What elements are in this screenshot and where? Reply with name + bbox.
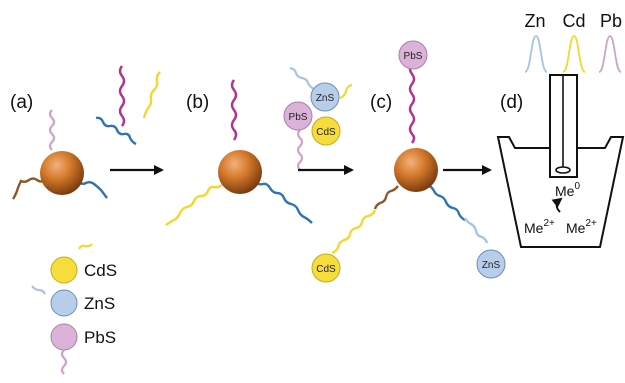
magnetic-bead	[40, 151, 84, 195]
panel-label-a: (a)	[10, 92, 33, 113]
zns-quantum-dot	[476, 249, 506, 279]
legend: CdS ZnS PbS	[31, 243, 117, 375]
pbs-qd-label: PbS	[404, 51, 423, 62]
target-strand-yellow	[331, 209, 377, 255]
stripping-peak-icon	[562, 35, 586, 73]
metal-label-zn: Zn	[524, 11, 545, 31]
panel-c: (c) PbS CdS ZnS	[311, 40, 506, 283]
legend-label-cds: CdS	[84, 261, 117, 280]
metal-ion-label: Me2+	[566, 218, 597, 236]
pbs-qd-label: PbS	[289, 112, 308, 123]
qd-probes-bc: ZnS PbS CdS	[283, 66, 353, 171]
electrode-disk	[555, 166, 571, 174]
target-strand-yellow	[142, 71, 161, 119]
probe-strand-pink	[296, 129, 304, 171]
capture-strand-pink	[48, 109, 56, 151]
legend-label-pbs: PbS	[84, 328, 116, 347]
target-strands-ab	[95, 65, 161, 146]
legend-zns-dot	[50, 289, 78, 317]
hybrid-strand-magenta	[408, 63, 416, 144]
panel-a: (a)	[10, 92, 108, 200]
panel-b: (b)	[165, 79, 313, 226]
curved-arrow-icon	[551, 197, 563, 213]
probe-strand-lightblue	[463, 217, 489, 244]
hybrid-strand-blue	[254, 181, 313, 224]
capture-strand-blue	[77, 181, 108, 199]
capture-strand-blue	[427, 183, 466, 222]
cds-qd-label: CdS	[316, 127, 336, 138]
target-strand-blue	[95, 116, 137, 146]
metal-label-cd: Cd	[562, 11, 585, 31]
capture-strand-brown	[11, 177, 46, 200]
target-strand-magenta	[118, 65, 126, 127]
panel-d: (d) Zn Cd Pb Me0 Me2+ Me2+	[496, 11, 625, 248]
cds-quantum-dot	[311, 116, 341, 146]
legend-strand-lightblue	[31, 285, 46, 295]
cds-quantum-dot	[311, 253, 341, 283]
stripping-peak-icon	[598, 35, 622, 73]
capture-strand-brown	[373, 185, 399, 210]
electrochemical-cell	[496, 136, 625, 248]
legend-label-zns: ZnS	[84, 294, 115, 313]
reduced-metal-label: Me0	[555, 181, 580, 199]
zns-quantum-dot	[310, 82, 340, 112]
pbs-quantum-dot	[283, 101, 313, 131]
hybrid-strand-yellow	[165, 184, 223, 226]
magnetic-bead	[218, 150, 262, 194]
legend-pbs-dot	[50, 323, 78, 351]
panel-label-b: (b)	[186, 92, 209, 113]
zns-qd-label: ZnS	[482, 260, 501, 271]
cds-qd-label: CdS	[316, 264, 336, 275]
stripping-peak-icon	[524, 35, 548, 73]
panel-label-c: (c)	[370, 92, 392, 113]
legend-strand-pink	[60, 349, 68, 375]
legend-cds-dot	[50, 256, 78, 284]
legend-strand-yellow	[78, 243, 93, 250]
metal-label-pb: Pb	[600, 11, 622, 31]
probe-strand-lightblue	[289, 66, 315, 90]
hybrid-strand-magenta	[230, 79, 238, 141]
zns-qd-label: ZnS	[316, 93, 335, 104]
metal-ion-label: Me2+	[524, 218, 555, 236]
panel-label-d: (d)	[500, 92, 523, 113]
probe-strand-yellow	[339, 83, 353, 100]
pbs-quantum-dot	[398, 40, 428, 70]
magnetic-bead	[394, 148, 438, 192]
